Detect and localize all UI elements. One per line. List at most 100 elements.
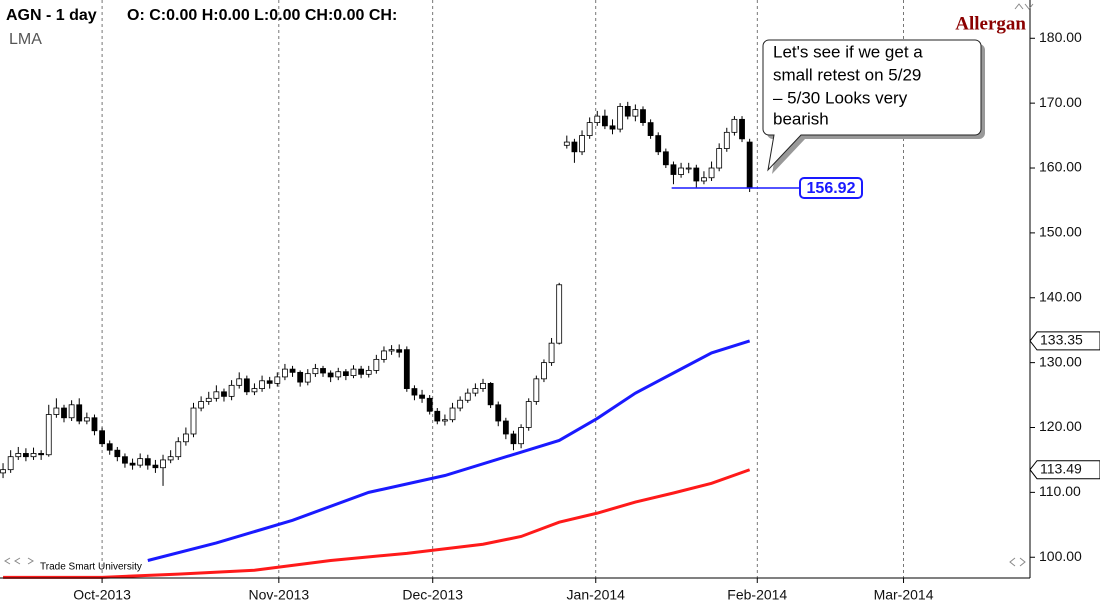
icon bbox=[1014, 3, 1034, 10]
chart-title: AGN - 1 day bbox=[6, 7, 97, 24]
price-flag-label: 133.35 bbox=[1040, 332, 1083, 348]
icon bbox=[4, 557, 34, 565]
candle-body bbox=[640, 109, 646, 124]
candle-body bbox=[289, 368, 296, 373]
candle-body bbox=[434, 410, 441, 422]
candle-body bbox=[495, 404, 502, 422]
candle-body bbox=[601, 115, 608, 127]
candle-body bbox=[106, 443, 113, 451]
callout-box bbox=[762, 39, 982, 172]
candle-body bbox=[731, 118, 738, 133]
marks bbox=[0, 101, 800, 579]
annotation-line: small retest on 5/29 bbox=[773, 65, 921, 84]
candle-body bbox=[365, 370, 372, 375]
candle-body bbox=[213, 391, 220, 399]
candle-body bbox=[15, 453, 22, 458]
candle-body bbox=[320, 368, 326, 374]
price-level-box bbox=[799, 176, 863, 199]
candle-body bbox=[251, 388, 258, 393]
candle-body bbox=[312, 368, 319, 375]
y-tick-label: 130.00 bbox=[1039, 353, 1082, 369]
candle-body bbox=[746, 141, 753, 189]
y-tick-label: 110.00 bbox=[1039, 483, 1081, 499]
candle-body bbox=[739, 118, 745, 140]
x-tick-label: Feb-2014 bbox=[727, 587, 787, 603]
candle-body bbox=[525, 401, 532, 428]
candle-body bbox=[282, 368, 288, 378]
candle-body bbox=[182, 433, 189, 443]
candle-body bbox=[449, 407, 456, 421]
candle-body bbox=[388, 349, 395, 352]
candle-body bbox=[266, 380, 273, 384]
candle-body bbox=[38, 453, 45, 456]
candle-body bbox=[708, 167, 715, 179]
price-flag bbox=[1029, 331, 1100, 351]
candle-body bbox=[342, 371, 349, 377]
candle-body bbox=[373, 358, 380, 371]
candle-body bbox=[632, 109, 639, 117]
candle-body bbox=[693, 167, 700, 182]
scroll-icons bbox=[4, 3, 1034, 567]
x-tick-label: Nov-2013 bbox=[248, 587, 309, 603]
candle-body bbox=[198, 401, 205, 409]
y-tick-label: 140.00 bbox=[1039, 288, 1082, 304]
candle-body bbox=[152, 464, 159, 469]
annotation-line: – 5/30 Looks very bbox=[773, 88, 908, 107]
annotation-line: Let's see if we get a bbox=[773, 42, 923, 61]
candle-body bbox=[0, 469, 6, 474]
candle-body bbox=[243, 378, 250, 393]
candle-body bbox=[144, 458, 151, 466]
candle-body bbox=[556, 284, 563, 344]
candle-body bbox=[518, 427, 524, 445]
candle-body bbox=[160, 459, 166, 469]
candle-body bbox=[327, 372, 334, 378]
candle-body bbox=[701, 177, 707, 182]
candle-body bbox=[68, 404, 75, 419]
candle-body bbox=[53, 407, 60, 415]
candle-body bbox=[99, 430, 105, 445]
candle-body bbox=[236, 378, 243, 386]
candle-body bbox=[426, 397, 433, 412]
y-tick-label: 160.00 bbox=[1039, 159, 1082, 175]
candle-body bbox=[190, 407, 197, 435]
candle-body bbox=[114, 449, 121, 458]
candle-body bbox=[175, 441, 182, 458]
x-tick-label: Mar-2014 bbox=[874, 587, 934, 603]
price-level-label: 156.92 bbox=[807, 180, 856, 197]
candle-body bbox=[662, 151, 669, 166]
candle-body bbox=[487, 382, 494, 406]
candle-body bbox=[617, 105, 624, 130]
x-tick-label: Dec-2013 bbox=[402, 587, 463, 603]
candle-body bbox=[411, 388, 418, 396]
brand: Allergan bbox=[955, 13, 1026, 34]
y-tick-label: 120.00 bbox=[1039, 418, 1082, 434]
candle-body bbox=[579, 135, 585, 153]
candle-body bbox=[533, 378, 540, 402]
footnote: Trade Smart University bbox=[40, 562, 142, 573]
candle-body bbox=[609, 125, 616, 130]
candle-body bbox=[442, 419, 448, 422]
candle-body bbox=[464, 392, 471, 401]
ohlc-header: O: C:0.00 H:0.00 L:0.00 CH:0.00 CH: bbox=[127, 7, 397, 24]
candle-body bbox=[396, 349, 403, 353]
y-tick-label: 170.00 bbox=[1039, 94, 1082, 110]
candle-body bbox=[129, 462, 136, 466]
moving-average-line bbox=[3, 468, 751, 579]
candle-body bbox=[221, 391, 227, 397]
candle-body bbox=[670, 164, 677, 175]
candle-body bbox=[655, 135, 662, 153]
y-tick-label: 100.00 bbox=[1039, 548, 1082, 564]
candle-body bbox=[510, 433, 517, 445]
candle-body bbox=[205, 397, 212, 402]
candle-body bbox=[7, 456, 14, 471]
icon bbox=[1009, 557, 1026, 567]
price-flag bbox=[1029, 460, 1100, 480]
candle-body bbox=[335, 371, 342, 378]
candle-body bbox=[571, 141, 578, 153]
callout: Let's see if we get a small retest on 5/… bbox=[762, 39, 985, 174]
candle-body bbox=[716, 148, 723, 169]
candle-body bbox=[594, 115, 601, 124]
x-tick-label: Oct-2013 bbox=[73, 587, 131, 603]
